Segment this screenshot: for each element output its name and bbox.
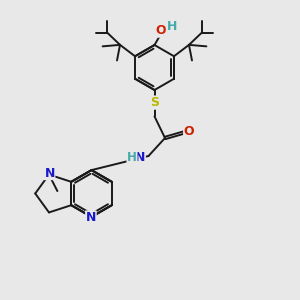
Text: O: O: [156, 24, 167, 37]
Text: H: H: [127, 151, 137, 164]
Text: O: O: [184, 124, 194, 138]
Text: S: S: [150, 96, 159, 109]
Text: N: N: [86, 211, 96, 224]
Text: N: N: [44, 167, 55, 180]
Text: H: H: [167, 20, 177, 34]
Text: N: N: [135, 151, 145, 164]
